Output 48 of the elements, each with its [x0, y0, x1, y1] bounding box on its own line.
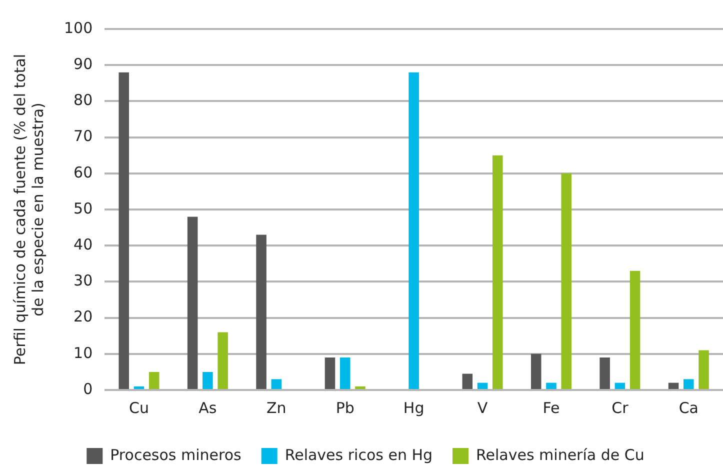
- y-axis-title: Perfil químico de cada fuente (% del total de la especie en la muestra): [10, 54, 47, 366]
- x-tick-label: Pb: [336, 398, 354, 417]
- y-tick-label: 70: [74, 127, 93, 146]
- bar: [600, 358, 610, 389]
- bar: [148, 372, 160, 389]
- bar: [561, 173, 572, 389]
- bar: [134, 386, 144, 389]
- y-tick-label: 40: [74, 235, 93, 254]
- bar: [324, 358, 336, 389]
- y-tick-label: 50: [74, 199, 93, 218]
- bar: [668, 382, 679, 389]
- x-tick-label: V: [477, 398, 488, 417]
- x-tick-label: Fe: [542, 398, 560, 417]
- bar: [462, 374, 473, 389]
- y-tick-label: 90: [74, 54, 93, 73]
- x-tick-label: Cu: [128, 398, 149, 417]
- x-tick-label: As: [198, 398, 217, 417]
- bar: [218, 332, 228, 389]
- bar: [202, 372, 213, 389]
- bar: [355, 386, 366, 389]
- bar: [408, 72, 419, 389]
- bar: [477, 382, 488, 389]
- y-tick-label: 80: [74, 91, 93, 110]
- x-tick-label: Zn: [266, 398, 286, 417]
- y-tick-label: 30: [74, 272, 93, 290]
- x-tick-label: Cr: [612, 398, 630, 417]
- y-tick-label: 10: [74, 344, 93, 362]
- bar: [698, 350, 709, 389]
- y-tick-label: 20: [74, 308, 93, 326]
- bar: [546, 382, 556, 389]
- bar: [684, 379, 694, 389]
- bar: [530, 354, 542, 389]
- x-tick-label: Ca: [678, 398, 698, 417]
- y-tick-label: 100: [64, 18, 93, 37]
- x-tick-label: Hg: [403, 398, 424, 417]
- legend-label: Procesos mineros: [110, 446, 242, 464]
- bar: [492, 155, 503, 389]
- legend-label: Relaves ricos en Hg: [284, 446, 433, 464]
- bar: [187, 216, 198, 389]
- bar: [118, 72, 130, 389]
- legend-label: Relaves minería de Cu: [476, 446, 644, 464]
- bar: [614, 382, 626, 389]
- bar: [340, 358, 350, 389]
- y-tick-label: 0: [83, 380, 93, 398]
- bar: [271, 379, 282, 389]
- y-tick-label: 60: [74, 163, 93, 182]
- bar: [256, 234, 266, 389]
- bar: [630, 270, 640, 389]
